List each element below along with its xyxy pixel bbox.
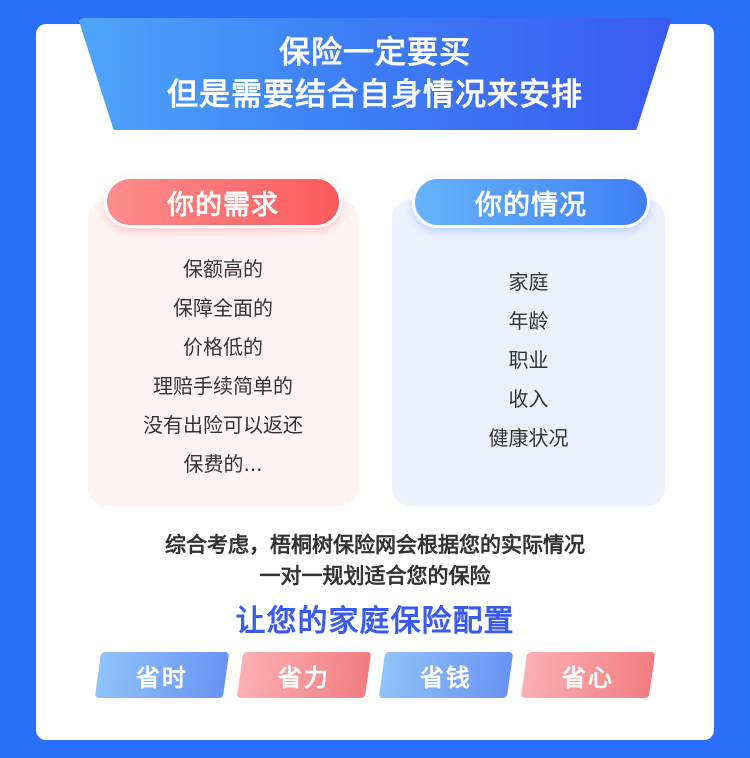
summary-line-2: 一对一规划适合您的保险 (259, 564, 491, 588)
banner-line-1: 保险一定要买 (279, 35, 471, 71)
tag-peace-of-mind: 省心 (520, 652, 656, 698)
needs-item: 保费的... (183, 452, 263, 476)
situation-item: 职业 (508, 348, 549, 372)
situation-item: 收入 (508, 387, 549, 411)
needs-item: 价格低的 (183, 335, 263, 359)
situation-panel (392, 200, 665, 506)
summary-text: 综合考虑，梧桐树保险网会根据您的实际情况 一对一规划适合您的保险 (36, 530, 714, 592)
needs-item: 保障全面的 (173, 296, 273, 320)
needs-item: 保额高的 (183, 257, 263, 281)
needs-title: 你的需求 (104, 176, 342, 228)
needs-list: 保额高的 保障全面的 价格低的 理赔手续简单的 没有出险可以返还 保费的... (88, 250, 358, 484)
tagline: 让您的家庭保险配置 (235, 604, 515, 639)
situation-list: 家庭 年龄 职业 收入 健康状况 (392, 263, 665, 458)
tag-save-effort: 省力 (236, 652, 372, 698)
tag-label: 省钱 (420, 663, 472, 692)
situation-item: 健康状况 (488, 426, 569, 450)
needs-item: 没有出险可以返还 (143, 413, 303, 437)
tag-label: 省力 (278, 663, 330, 692)
needs-panel (88, 200, 358, 506)
summary-line-1: 综合考虑，梧桐树保险网会根据您的实际情况 (165, 533, 585, 557)
tag-save-money: 省钱 (378, 652, 514, 698)
situation-item: 家庭 (508, 270, 549, 294)
tag-save-time: 省时 (94, 652, 230, 698)
tag-label: 省时 (136, 663, 188, 692)
tag-label: 省心 (562, 663, 614, 692)
header-banner: 保险一定要买 但是需要结合自身情况来安排 (78, 18, 672, 130)
needs-item: 理赔手续简单的 (153, 374, 293, 398)
situation-item: 年龄 (508, 309, 549, 333)
situation-title: 你的情况 (412, 176, 650, 228)
banner-line-2: 但是需要结合自身情况来安排 (167, 77, 583, 113)
